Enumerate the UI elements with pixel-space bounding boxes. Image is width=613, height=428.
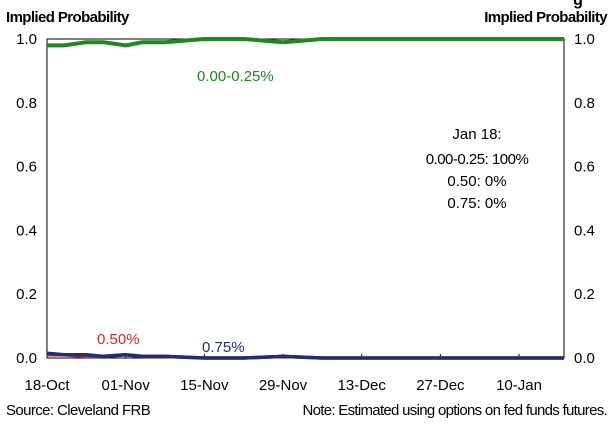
x-tick-label: 29-Nov	[259, 377, 308, 394]
series-lines	[46, 37, 564, 360]
series-label-0-25: 0.00-0.25%	[197, 68, 274, 85]
annotation-title: Jan 18:	[452, 126, 501, 143]
y-ticks-left: 0.0 0.2 0.4 0.6 0.8 1.0	[16, 31, 37, 367]
y-tick-label-right: 0.8	[574, 95, 595, 112]
y-axis-label-left: Implied Probability	[6, 9, 130, 26]
y-tick-label-right: 0.0	[574, 350, 595, 367]
y-tick-label-right: 0.6	[574, 159, 595, 176]
method-note: Note: Estimated using options on fed fun…	[302, 402, 607, 419]
y-tick-label-left: 0.4	[16, 222, 37, 239]
x-tick-label: 01-Nov	[101, 377, 150, 394]
source-note: Source: Cleveland FRB	[6, 402, 151, 419]
y-axis-label-right: Implied Probability	[484, 9, 608, 26]
series-label-0-75: 0.75%	[202, 339, 245, 356]
series-line-0-75	[46, 351, 564, 360]
y-tick-label-left: 0.8	[16, 95, 37, 112]
x-tick-label: 15-Nov	[180, 377, 229, 394]
x-ticks: 18-Oct 01-Nov 15-Nov 29-Nov 13-Dec 27-Dec 10-J…	[24, 354, 542, 394]
x-tick-label: 13-Dec	[338, 377, 387, 394]
x-tick-label: 18-Oct	[24, 377, 70, 394]
annotation-box: Jan 18: 0.00-0.25: 100% 0.50: 0% 0.75: 0…	[426, 126, 529, 212]
y-tick-label-right: 0.4	[574, 222, 595, 239]
annotation-line-2: 0.50: 0%	[447, 173, 506, 190]
y-tick-label-left: 0.0	[16, 350, 37, 367]
annotation-line-3: 0.75: 0%	[447, 195, 506, 212]
y-tick-label-left: 0.2	[16, 286, 37, 303]
chart-title-fragment: g	[573, 0, 583, 9]
series-line-0-00-0-25	[47, 37, 564, 48]
annotation-line-1: 0.00-0.25: 100%	[426, 151, 529, 168]
x-tick-label: 27-Dec	[416, 377, 465, 394]
y-ticks-right: 0.0 0.2 0.4 0.6 0.8 1.0	[574, 31, 595, 367]
x-tick-label: 10-Jan	[496, 377, 542, 394]
y-tick-label-right: 1.0	[574, 31, 595, 48]
y-tick-label-left: 1.0	[16, 31, 37, 48]
y-tick-label-left: 0.6	[16, 159, 37, 176]
series-label-0-50: 0.50%	[97, 331, 140, 348]
y-tick-label-right: 0.2	[574, 286, 595, 303]
